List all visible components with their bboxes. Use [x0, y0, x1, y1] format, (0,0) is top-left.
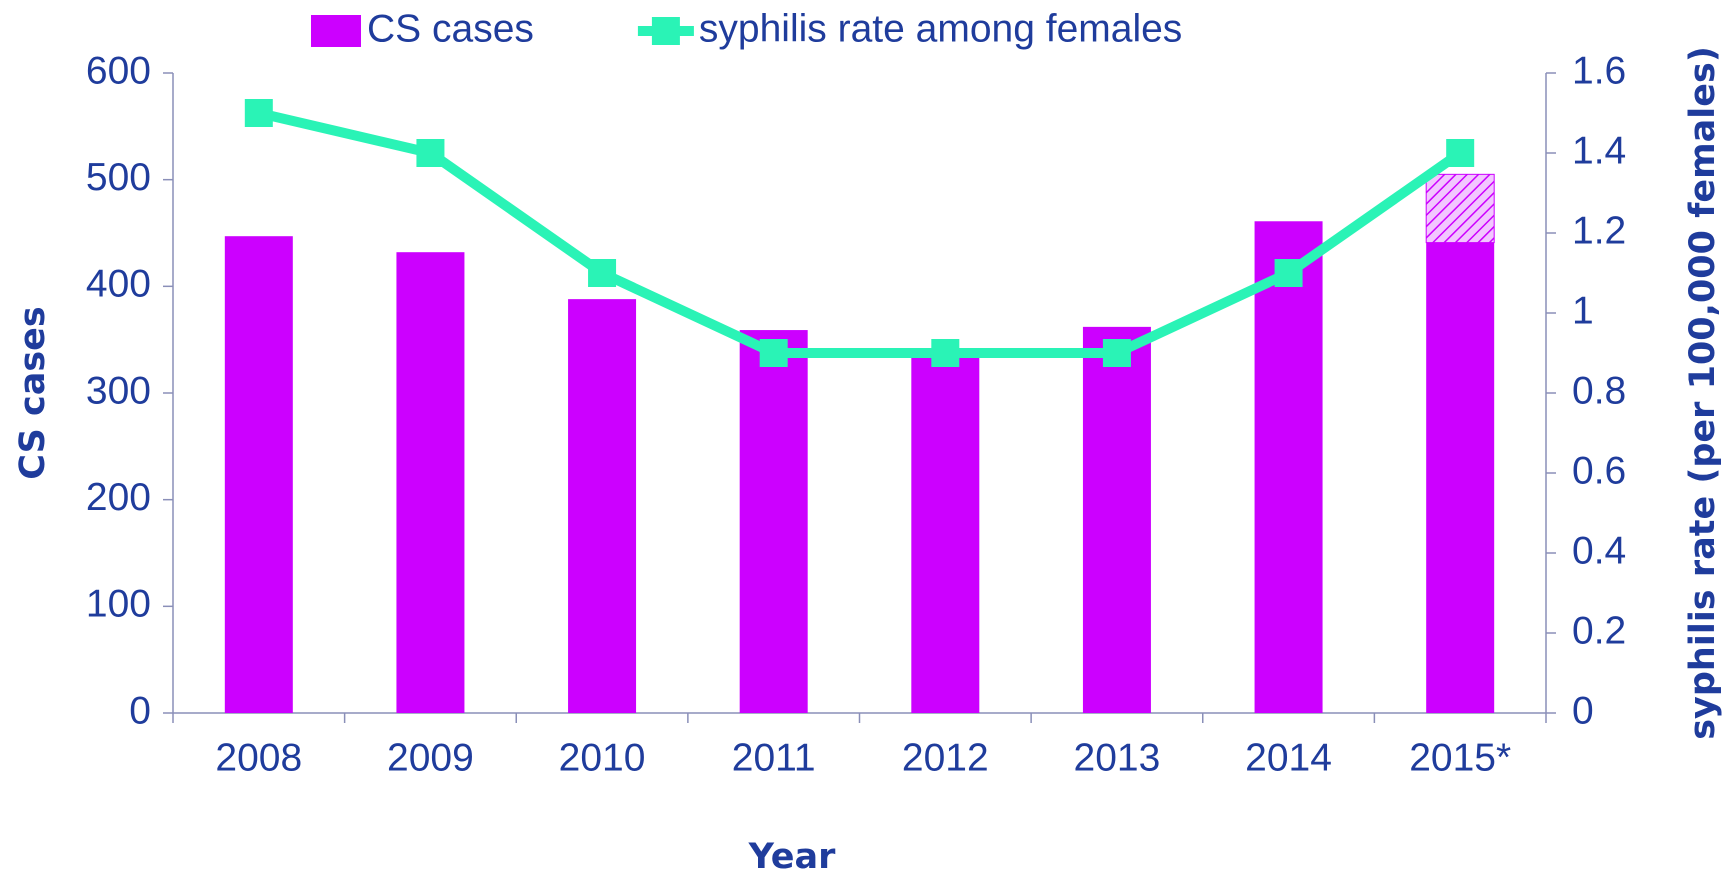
line-marker	[1102, 339, 1131, 367]
line	[257, 108, 1464, 358]
y-tick-label: 400	[86, 263, 151, 306]
line-marker	[588, 259, 617, 287]
y2-tick-label: 0.8	[1572, 369, 1626, 412]
legend-label: CS cases	[367, 7, 534, 50]
legend-label: syphilis rate among females	[699, 7, 1182, 50]
y2-tick-label: 0.4	[1572, 529, 1626, 572]
bar	[396, 252, 465, 713]
line-marker	[931, 339, 960, 367]
legend-swatch	[651, 17, 680, 45]
line-marker	[244, 99, 273, 127]
bar	[568, 299, 637, 713]
bar	[1426, 242, 1495, 713]
x-tick-label: 2012	[902, 736, 989, 779]
y2-tick-label: 1.2	[1572, 209, 1626, 252]
y-tick-label: 100	[86, 583, 151, 626]
y-tick-label: 0	[129, 689, 151, 732]
line-marker	[416, 139, 445, 167]
x-tick-label: 2010	[559, 736, 646, 779]
y2-tick-label: 1.4	[1572, 129, 1626, 172]
x-tick-label: 2014	[1245, 736, 1332, 779]
bar	[739, 330, 808, 713]
y2-tick-label: 0.2	[1572, 609, 1626, 652]
bar	[1254, 221, 1323, 713]
bar	[1082, 326, 1151, 713]
line-marker	[1274, 259, 1303, 287]
y-tick-label: 300	[86, 369, 151, 412]
y-tick-label: 200	[86, 476, 151, 519]
x-tick-label: 2008	[215, 736, 302, 779]
y-axis-title: CS cases	[13, 306, 53, 480]
legend-swatch	[311, 15, 361, 47]
y-tick-label: 500	[86, 156, 151, 199]
y-tick-label: 600	[86, 49, 151, 92]
bar	[224, 236, 293, 713]
y2-axis-title: syphilis rate (per 100,000 females)	[1683, 46, 1723, 740]
line-marker	[1446, 139, 1475, 167]
x-tick-label: 2011	[732, 736, 816, 779]
bar	[911, 356, 980, 713]
bar-projected	[1425, 173, 1495, 244]
y2-tick-label: 1	[1572, 289, 1594, 332]
y2-tick-label: 0	[1572, 689, 1594, 732]
x-tick-label: 2015*	[1409, 736, 1511, 779]
x-tick-label: 2009	[387, 736, 474, 779]
x-tick-label: 2013	[1074, 736, 1161, 779]
y2-tick-label: 0.6	[1572, 449, 1626, 492]
line-marker	[759, 339, 788, 367]
x-axis-title: Year	[748, 837, 836, 877]
y2-tick-label: 1.6	[1572, 49, 1626, 92]
